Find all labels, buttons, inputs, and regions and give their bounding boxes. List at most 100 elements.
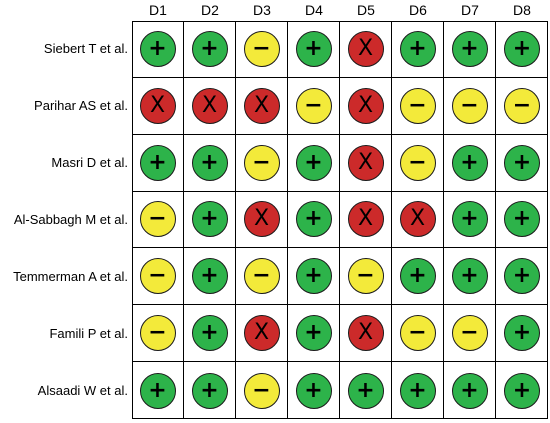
low-risk-icon: + xyxy=(139,144,176,181)
some-risk-icon: − xyxy=(504,87,540,124)
low-risk-icon: + xyxy=(451,201,488,238)
study-label: Temmerman A et al. xyxy=(13,268,128,284)
grid-cell: + xyxy=(132,362,184,419)
grid-cell: − xyxy=(444,77,496,135)
grid-cell: − xyxy=(392,134,444,192)
grid-cell: + xyxy=(496,362,548,419)
grid-cell: + xyxy=(444,191,496,249)
grid-cell: + xyxy=(444,362,496,419)
grid-cell: X xyxy=(236,191,288,249)
grid-cell: + xyxy=(288,248,340,306)
grid-cell: + xyxy=(288,21,340,78)
grid-cell: + xyxy=(184,305,236,363)
grid-cell: − xyxy=(236,134,288,192)
grid-cell: + xyxy=(444,134,496,192)
domain-header-d6: D6 xyxy=(409,2,427,18)
study-label: Al-Sabbagh M et al. xyxy=(13,211,128,227)
some-risk-icon: − xyxy=(399,87,436,124)
high-risk-icon: X xyxy=(243,201,280,238)
high-risk-icon: X xyxy=(347,315,384,352)
grid-cell: + xyxy=(496,248,548,306)
domain-header-d7: D7 xyxy=(461,2,479,18)
domain-header-d8: D8 xyxy=(513,2,531,18)
grid-cell: + xyxy=(392,362,444,419)
some-risk-icon: − xyxy=(243,372,280,409)
grid-cell: + xyxy=(340,362,392,419)
grid-cell: − xyxy=(132,248,184,306)
grid-cell: + xyxy=(496,192,548,249)
grid-cell: − xyxy=(236,248,288,306)
grid-cell: − xyxy=(392,305,444,363)
low-risk-icon: + xyxy=(451,30,488,67)
low-risk-icon: + xyxy=(504,201,540,238)
domain-header-d1: D1 xyxy=(149,2,167,18)
low-risk-icon: + xyxy=(399,258,436,295)
grid-cell: X xyxy=(340,191,392,249)
some-risk-icon: − xyxy=(139,201,176,238)
grid-cell: − xyxy=(444,305,496,363)
grid-cell: X xyxy=(392,191,444,249)
low-risk-icon: + xyxy=(451,372,488,409)
some-risk-icon: − xyxy=(451,87,488,124)
low-risk-icon: + xyxy=(399,372,436,409)
grid-cell: + xyxy=(184,248,236,306)
grid-cell: + xyxy=(392,248,444,306)
low-risk-icon: + xyxy=(347,372,384,409)
high-risk-icon: X xyxy=(191,87,228,124)
low-risk-icon: + xyxy=(295,315,332,352)
grid-cell: X xyxy=(184,77,236,135)
study-label: Masri D et al. xyxy=(51,155,128,171)
some-risk-icon: − xyxy=(139,315,176,352)
low-risk-icon: + xyxy=(295,144,332,181)
high-risk-icon: X xyxy=(399,201,436,238)
grid-cell: + xyxy=(496,21,548,78)
high-risk-icon: X xyxy=(347,201,384,238)
grid-cell: + xyxy=(288,191,340,249)
judgement-grid: + + − + X + + + X X X − X − − − + + − + X − + + − + X + X X + + − + − + − + + +… xyxy=(132,21,548,419)
grid-cell: + xyxy=(288,134,340,192)
grid-cell: + xyxy=(184,191,236,249)
study-label: Siebert T et al. xyxy=(43,41,128,57)
low-risk-icon: + xyxy=(191,144,228,181)
some-risk-icon: − xyxy=(243,144,280,181)
high-risk-icon: X xyxy=(243,87,280,124)
grid-cell: X xyxy=(340,21,392,78)
some-risk-icon: − xyxy=(295,87,332,124)
high-risk-icon: X xyxy=(347,30,384,67)
grid-cell: + xyxy=(496,305,548,363)
high-risk-icon: X xyxy=(243,315,280,352)
grid-cell: − xyxy=(392,77,444,135)
grid-cell: + xyxy=(392,21,444,78)
high-risk-icon: X xyxy=(347,144,384,181)
grid-cell: X xyxy=(236,305,288,363)
low-risk-icon: + xyxy=(504,30,540,67)
grid-cell: + xyxy=(132,134,184,192)
grid-cell: X xyxy=(340,77,392,135)
low-risk-icon: + xyxy=(504,372,540,409)
some-risk-icon: − xyxy=(451,315,488,352)
domain-header-d5: D5 xyxy=(357,2,375,18)
some-risk-icon: − xyxy=(139,258,176,295)
grid-cell: − xyxy=(340,248,392,306)
grid-cell: − xyxy=(288,77,340,135)
some-risk-icon: − xyxy=(347,258,384,295)
grid-cell: X xyxy=(132,77,184,135)
low-risk-icon: + xyxy=(504,144,540,181)
low-risk-icon: + xyxy=(295,258,332,295)
grid-cell: + xyxy=(288,362,340,419)
low-risk-icon: + xyxy=(191,30,228,67)
domain-header-d2: D2 xyxy=(201,2,219,18)
study-label: Parihar AS et al. xyxy=(34,98,128,114)
grid-cell: + xyxy=(444,248,496,306)
grid-cell: − xyxy=(236,21,288,78)
grid-cell: + xyxy=(288,305,340,363)
some-risk-icon: − xyxy=(399,144,436,181)
high-risk-icon: X xyxy=(347,87,384,124)
domain-header-d3: D3 xyxy=(253,2,271,18)
grid-cell: + xyxy=(184,134,236,192)
grid-cell: − xyxy=(132,305,184,363)
grid-cell: + xyxy=(184,21,236,78)
some-risk-icon: − xyxy=(243,30,280,67)
low-risk-icon: + xyxy=(451,144,488,181)
